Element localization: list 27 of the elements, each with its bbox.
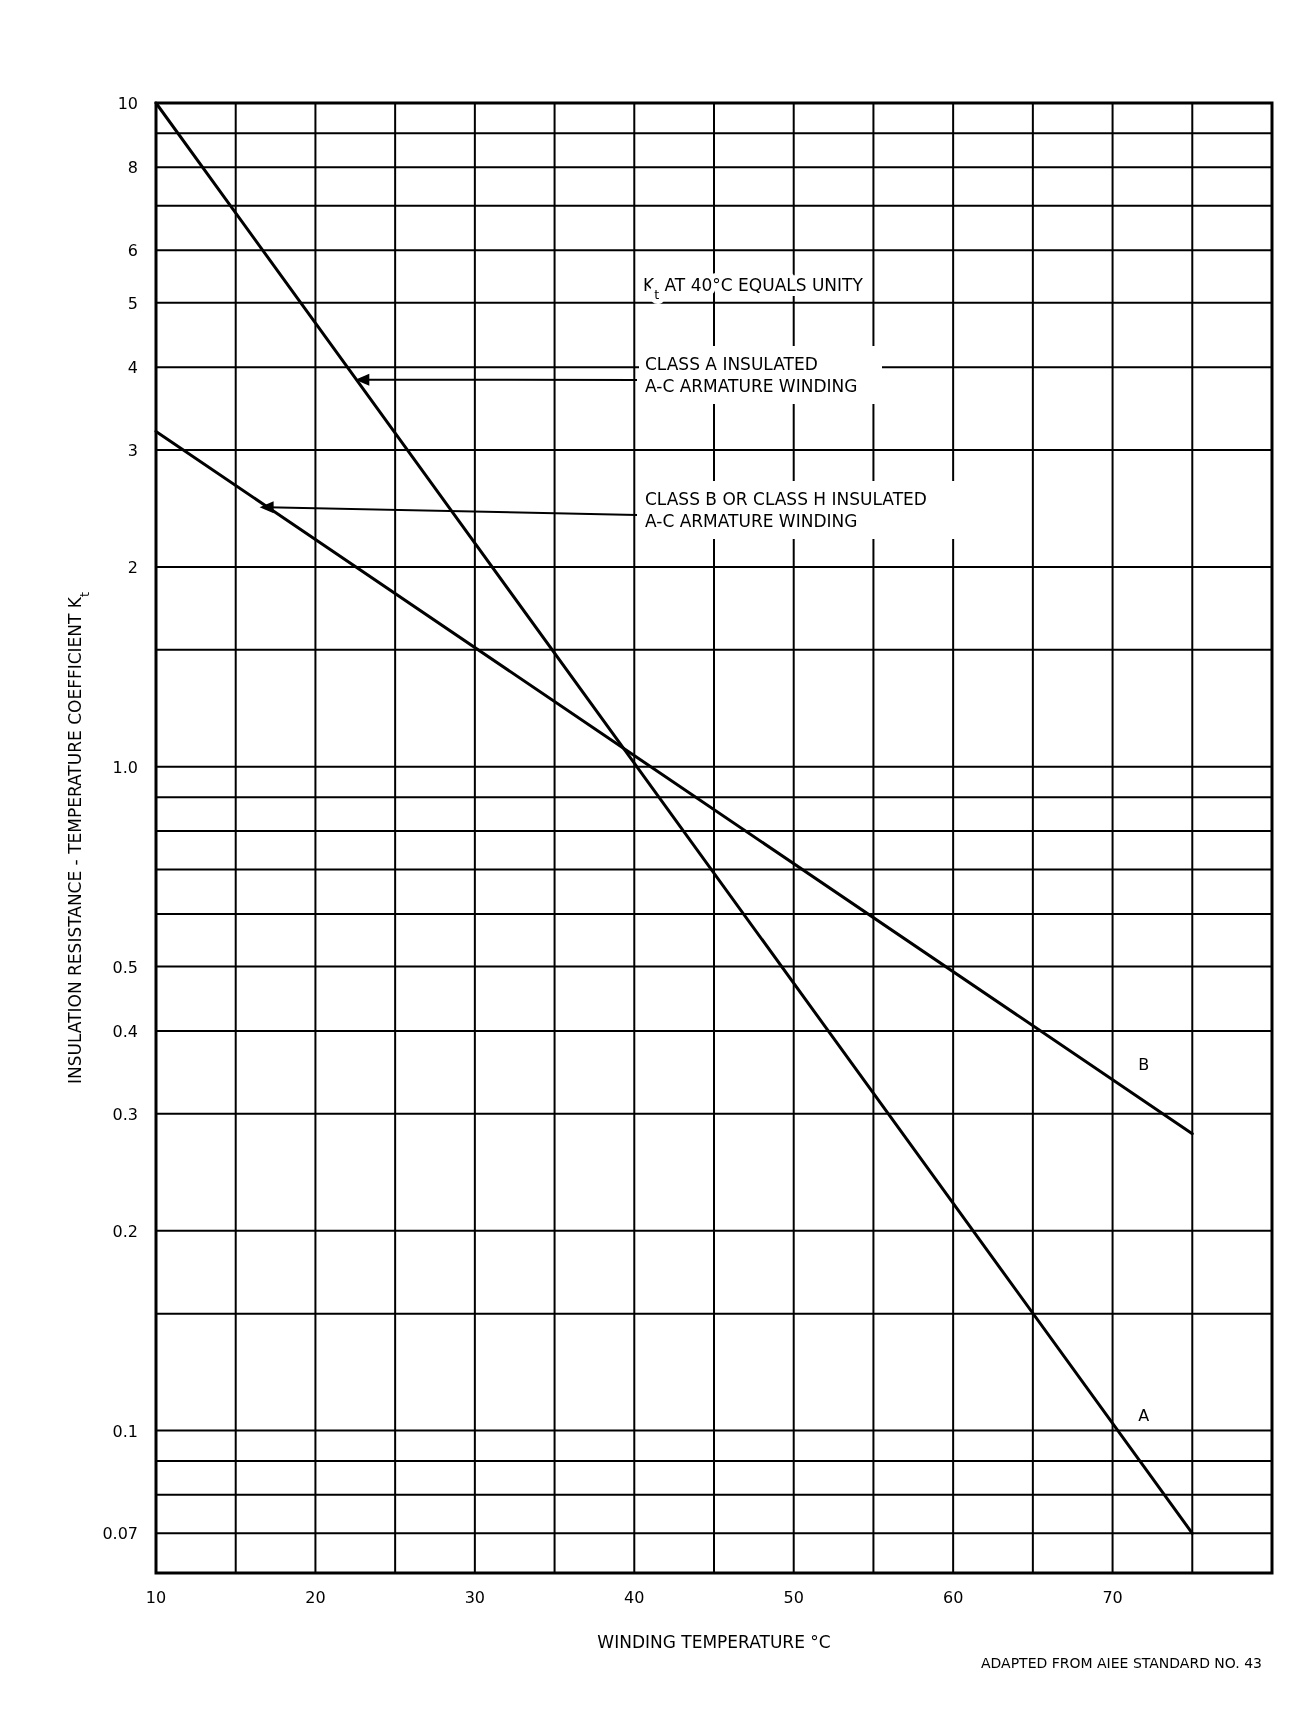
series-label: A [1138, 1405, 1150, 1425]
y-tick-label: 5 [127, 293, 138, 313]
y-tick-label: 10 [117, 94, 138, 113]
annotation: CLASS A INSULATED A-C ARMATURE WINDING [645, 354, 858, 396]
text: ADAPTED FROM AIEE STANDARD NO. 43 [980, 1655, 1262, 1671]
x-tick-label: 60 [942, 1588, 964, 1607]
y-tick-label: 4 [127, 358, 138, 378]
x-tick-label: 50 [783, 1588, 804, 1607]
y-tick-label: 8 [127, 158, 138, 178]
y-tick-label: 0.1 [112, 1421, 138, 1441]
x-tick-label: 40 [624, 1588, 645, 1607]
x-tick-label: 10 [145, 1588, 167, 1607]
y-tick-label: 6 [127, 241, 138, 261]
x-tick-label: 20 [305, 1588, 326, 1607]
y-tick-label: 0.3 [112, 1104, 138, 1124]
y-tick-label: 1.0 [112, 757, 138, 777]
y-tick-label: 0.07 [102, 1524, 138, 1544]
series-label: B [1138, 1055, 1150, 1075]
x-tick-label: 70 [1102, 1588, 1123, 1607]
y-tick-label: 0.4 [112, 1021, 138, 1041]
y-tick-label: 0.5 [112, 957, 138, 977]
y-tick-label: 2 [127, 557, 138, 577]
x-axis-title: WINDING TEMPERATURE °C [597, 1632, 831, 1652]
x-tick-label: 30 [464, 1588, 486, 1607]
y-tick-label: 0.2 [112, 1221, 138, 1241]
y-tick-label: 3 [127, 441, 138, 461]
annotation: CLASS B OR CLASS H INSULATED A-C ARMATURE WINDING [645, 489, 927, 531]
